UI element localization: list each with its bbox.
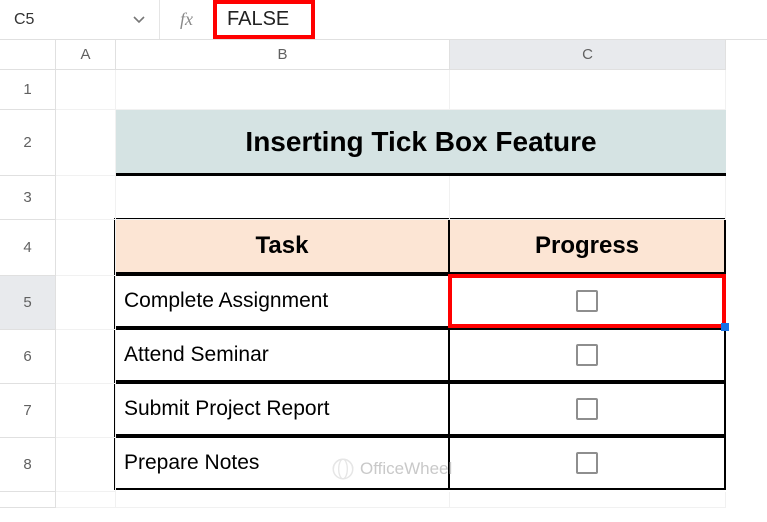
select-all-corner[interactable] [0, 40, 56, 70]
row-header-6[interactable]: 6 [0, 330, 56, 384]
cell-A9[interactable] [56, 492, 116, 508]
row-header-3[interactable]: 3 [0, 176, 56, 220]
row-header-8[interactable]: 8 [0, 438, 56, 492]
cell-reference: C5 [14, 11, 34, 29]
cell-A1[interactable] [56, 70, 116, 110]
task-cell-0[interactable]: Complete Assignment [114, 274, 450, 328]
cell-B1[interactable] [116, 70, 450, 110]
title-text: Inserting Tick Box Feature [245, 126, 596, 158]
col-header-C[interactable]: C [450, 40, 726, 70]
checkbox-icon[interactable] [576, 398, 598, 420]
row-header-2[interactable]: 2 [0, 110, 56, 176]
cell-A5[interactable] [56, 276, 116, 330]
fill-handle[interactable] [721, 323, 729, 331]
row-header-9[interactable] [0, 492, 56, 508]
cell-A3[interactable] [56, 176, 116, 220]
task-cell-2[interactable]: Submit Project Report [114, 382, 450, 436]
progress-cell-0[interactable] [448, 274, 726, 328]
table-header-task[interactable]: Task [114, 218, 450, 274]
cell-A2[interactable] [56, 110, 116, 176]
cell-A8[interactable] [56, 438, 116, 492]
name-box-dropdown[interactable] [100, 0, 160, 39]
progress-cell-2[interactable] [448, 382, 726, 436]
row-header-1[interactable]: 1 [0, 70, 56, 110]
task-cell-1[interactable]: Attend Seminar [114, 328, 450, 382]
row-header-5[interactable]: 5 [0, 276, 56, 330]
spreadsheet-grid: A B C 1 2 Inserting Tick Box Feature 3 4… [0, 40, 767, 508]
sheet-title[interactable]: Inserting Tick Box Feature [116, 110, 726, 176]
formula-value-highlight: FALSE [213, 0, 315, 39]
formula-value[interactable]: FALSE [227, 8, 289, 30]
checkbox-icon[interactable] [576, 290, 598, 312]
col-header-B[interactable]: B [116, 40, 450, 70]
cell-C1[interactable] [450, 70, 726, 110]
cell-B9[interactable] [116, 492, 450, 508]
chevron-down-icon [133, 16, 145, 24]
fx-label: fx [160, 9, 213, 30]
cell-C9[interactable] [450, 492, 726, 508]
col-header-A[interactable]: A [56, 40, 116, 70]
table-header-progress[interactable]: Progress [448, 218, 726, 274]
formula-bar: C5 fx FALSE [0, 0, 767, 40]
row-header-4[interactable]: 4 [0, 220, 56, 276]
cell-A7[interactable] [56, 384, 116, 438]
cell-B3[interactable] [116, 176, 450, 220]
checkbox-icon[interactable] [576, 452, 598, 474]
task-cell-3[interactable]: Prepare Notes [114, 436, 450, 490]
row-header-7[interactable]: 7 [0, 384, 56, 438]
checkbox-icon[interactable] [576, 344, 598, 366]
cell-A4[interactable] [56, 220, 116, 276]
progress-cell-3[interactable] [448, 436, 726, 490]
cell-A6[interactable] [56, 330, 116, 384]
progress-cell-1[interactable] [448, 328, 726, 382]
name-box[interactable]: C5 [0, 0, 100, 39]
cell-C3[interactable] [450, 176, 726, 220]
